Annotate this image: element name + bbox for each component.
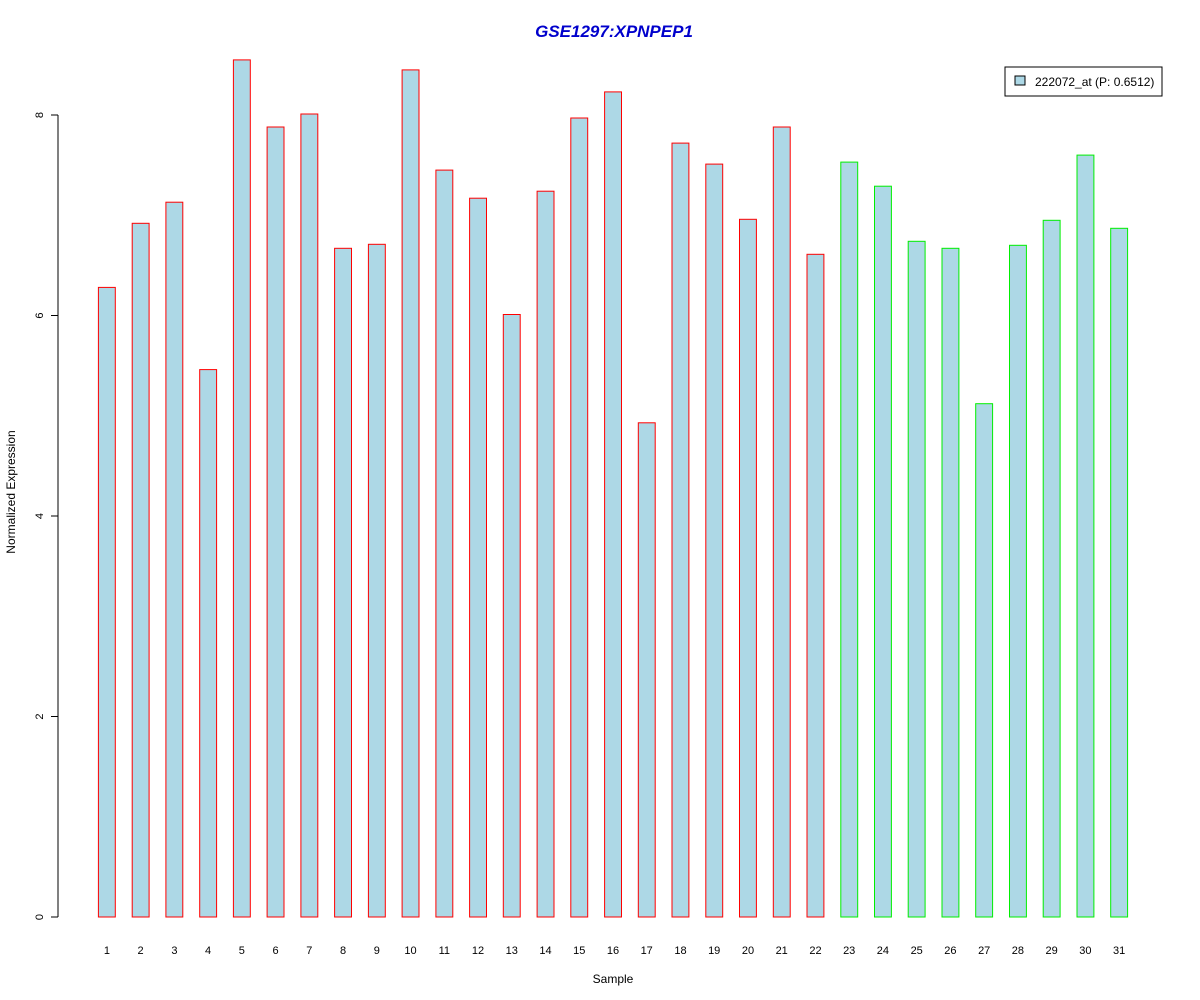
legend-label: 222072_at (P: 0.6512) (1035, 75, 1154, 89)
x-tick-labels: 1 2 3 4 5 6 7 8 9 10 11 12 13 14 15 16 17 18 19 20 21 22 23 24 2… (104, 945, 1125, 957)
x-tick-label: 4 (205, 945, 211, 957)
x-tick-label: 18 (674, 945, 686, 957)
x-tick-label: 23 (843, 945, 855, 957)
bar (1110, 227, 1129, 918)
x-tick-label: 14 (539, 945, 551, 957)
bar (435, 169, 454, 918)
bar (874, 185, 892, 918)
bar (806, 253, 825, 918)
x-tick-label: 30 (1079, 945, 1091, 957)
legend: 222072_at (P: 0.6512) (1004, 66, 1163, 97)
bar (266, 126, 285, 918)
x-tick-label: 29 (1045, 945, 1057, 957)
bar (367, 243, 386, 918)
bar (1042, 219, 1061, 918)
x-tick-label: 10 (404, 945, 416, 957)
x-tick-label: 12 (472, 945, 484, 957)
bar (199, 369, 218, 918)
y-tick-label: 4 (34, 513, 46, 519)
bar (637, 422, 656, 918)
x-tick-label: 2 (138, 945, 144, 957)
bar (165, 201, 184, 918)
bar (840, 161, 859, 918)
bar (469, 197, 488, 918)
bar (604, 91, 622, 918)
y-tick-label: 6 (34, 312, 46, 318)
bar (300, 113, 319, 918)
x-axis-label: Sample (593, 972, 634, 986)
x-tick-label: 8 (340, 945, 346, 957)
x-tick-label: 24 (877, 945, 889, 957)
bar (334, 247, 353, 918)
y-axis-label: Normalized Expression (4, 430, 18, 553)
x-tick-label: 11 (439, 945, 450, 957)
chart-title: GSE1297:XPNPEP1 (535, 22, 693, 41)
bar (671, 142, 690, 918)
x-tick-label: 9 (374, 945, 380, 957)
x-tick-label: 5 (239, 945, 245, 957)
y-tick-label: 0 (34, 914, 46, 920)
x-tick-label: 15 (573, 945, 585, 957)
bar (772, 126, 791, 918)
x-tick-label: 27 (978, 945, 990, 957)
bar (401, 69, 420, 918)
x-tick-label: 22 (809, 945, 821, 957)
x-tick-label: 13 (506, 945, 518, 957)
bar (975, 403, 994, 918)
bar (97, 286, 116, 918)
x-tick-label: 28 (1012, 945, 1024, 957)
bar (705, 163, 724, 918)
x-tick-label: 26 (944, 945, 956, 957)
legend-swatch (1014, 75, 1026, 86)
bar (502, 314, 521, 918)
x-tick-label: 31 (1113, 945, 1125, 957)
bar (941, 247, 960, 918)
bar (1009, 244, 1027, 918)
x-tick-label: 1 (104, 945, 110, 957)
legend-box (1004, 66, 1163, 97)
x-tick-label: 3 (171, 945, 177, 957)
x-tick-label: 6 (273, 945, 279, 957)
bar (232, 59, 251, 918)
x-tick-label: 21 (776, 945, 788, 957)
bar (1076, 154, 1095, 918)
y-tick-label: 2 (34, 713, 46, 719)
x-tick-label: 20 (742, 945, 754, 957)
bar (907, 240, 926, 918)
bar (570, 117, 589, 918)
x-tick-label: 16 (607, 945, 619, 957)
y-axis: 0 2 4 6 8 (34, 112, 59, 920)
x-tick-label: 19 (708, 945, 720, 957)
bars-group (97, 59, 1129, 918)
bar (131, 222, 150, 918)
y-tick-label: 8 (34, 112, 46, 118)
x-tick-label: 25 (911, 945, 923, 957)
x-tick-label: 17 (641, 945, 653, 957)
bar (536, 190, 555, 918)
bar (739, 218, 757, 918)
x-tick-label: 7 (306, 945, 312, 957)
